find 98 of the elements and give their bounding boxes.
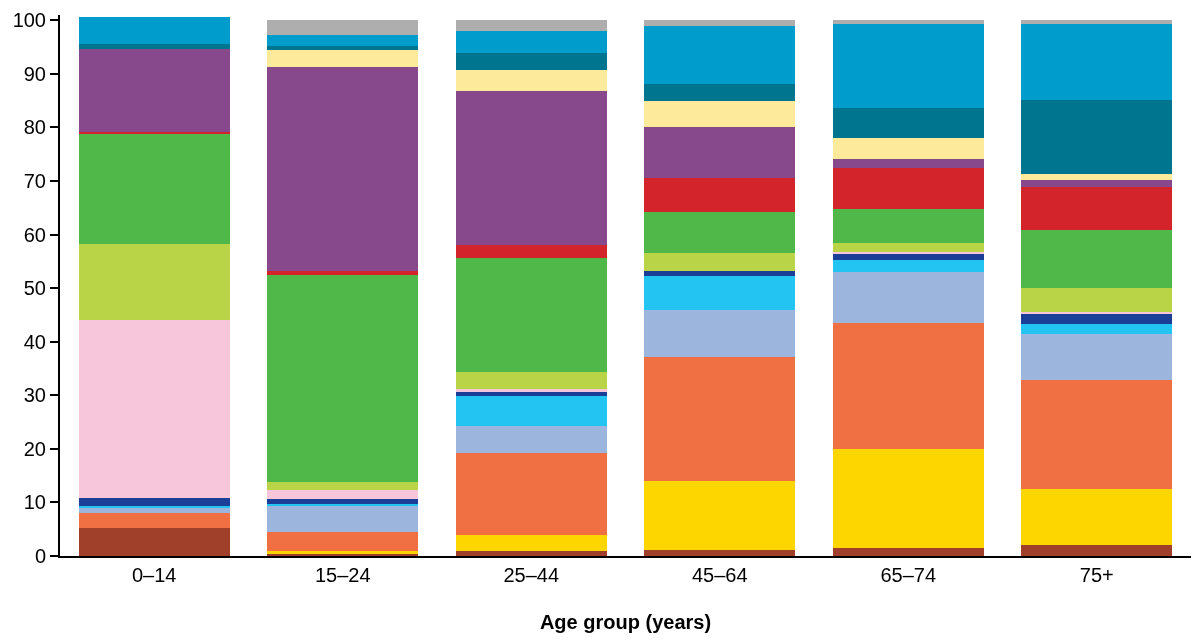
bar	[1021, 179, 1173, 188]
bar	[78, 48, 230, 133]
bar	[78, 44, 230, 49]
bar	[267, 505, 419, 532]
bar	[267, 34, 419, 46]
bar	[455, 453, 607, 536]
bar	[78, 497, 230, 506]
bar	[455, 20, 607, 31]
bar	[455, 30, 607, 53]
bar	[832, 272, 984, 323]
bar	[78, 513, 230, 528]
bar	[644, 310, 796, 357]
bar	[1021, 287, 1173, 312]
bar	[267, 482, 419, 491]
bar	[832, 23, 984, 108]
bar	[267, 67, 419, 272]
bar	[267, 45, 419, 50]
y-tick-label: 80	[23, 116, 46, 139]
bar	[455, 244, 607, 259]
bar	[832, 137, 984, 159]
bar	[1021, 489, 1173, 546]
bar	[644, 549, 796, 556]
bar	[644, 253, 796, 272]
bar	[455, 52, 607, 71]
bar	[455, 535, 607, 551]
bar	[1021, 187, 1173, 230]
bar	[455, 550, 607, 556]
y-tick-label: 20	[23, 437, 46, 460]
bar	[267, 49, 419, 68]
bar	[267, 274, 419, 483]
bar	[1021, 380, 1173, 490]
bar	[267, 531, 419, 551]
y-tick-label: 60	[23, 223, 46, 246]
x-tick-label: 65–74	[880, 564, 937, 586]
bar	[455, 91, 607, 245]
bar	[832, 254, 984, 260]
bar	[455, 396, 607, 427]
bar	[644, 481, 796, 550]
bar	[644, 101, 796, 128]
y-tick-label: 90	[23, 62, 46, 85]
bar	[644, 20, 796, 26]
bar	[78, 16, 230, 45]
bar	[1021, 20, 1173, 24]
bar	[1021, 323, 1173, 334]
bar	[832, 547, 984, 556]
bar	[1021, 313, 1173, 324]
bar	[267, 20, 419, 35]
bar	[832, 107, 984, 138]
x-axis-title: Age group (years)	[539, 611, 712, 633]
bar	[78, 133, 230, 244]
y-tick-label: 10	[23, 491, 46, 514]
bar	[644, 271, 796, 277]
bar	[644, 356, 796, 482]
bar	[267, 271, 419, 275]
bar	[78, 320, 230, 498]
bar	[832, 252, 984, 255]
x-tick-label: 25–44	[503, 564, 560, 586]
y-tick-label: 100	[12, 9, 46, 32]
bar	[832, 168, 984, 209]
bar	[644, 177, 796, 213]
bar	[1021, 100, 1173, 174]
x-tick-label: 45–64	[691, 564, 748, 586]
bar	[1021, 545, 1173, 556]
bar	[267, 498, 419, 505]
bar	[1021, 23, 1173, 101]
bar	[644, 25, 796, 84]
y-tick-label: 0	[34, 545, 46, 567]
bar	[78, 243, 230, 321]
x-tick-label: 0–14	[132, 564, 177, 586]
bar	[455, 389, 607, 393]
bar	[644, 127, 796, 178]
y-tick-label: 70	[23, 170, 46, 193]
bar	[1021, 333, 1173, 381]
bar	[832, 323, 984, 449]
bar	[78, 508, 230, 514]
bar	[1021, 173, 1173, 180]
x-tick-label: 75+	[1079, 564, 1114, 586]
bar	[832, 158, 984, 169]
bar	[455, 372, 607, 390]
bar	[832, 20, 984, 24]
bar	[455, 392, 607, 397]
x-tick-label: 15–24	[314, 564, 371, 586]
y-tick-label: 30	[23, 384, 46, 407]
bar	[832, 448, 984, 548]
bar	[644, 83, 796, 102]
bar	[644, 212, 796, 254]
bar	[78, 527, 230, 556]
bar	[832, 242, 984, 253]
y-tick-label: 50	[23, 277, 46, 300]
bar	[455, 258, 607, 373]
bar	[455, 70, 607, 92]
bar	[267, 490, 419, 499]
bar	[455, 426, 607, 454]
bar	[1021, 229, 1173, 288]
bar	[644, 276, 796, 311]
y-tick-label: 40	[23, 330, 46, 353]
bar	[832, 208, 984, 243]
bar	[832, 259, 984, 273]
